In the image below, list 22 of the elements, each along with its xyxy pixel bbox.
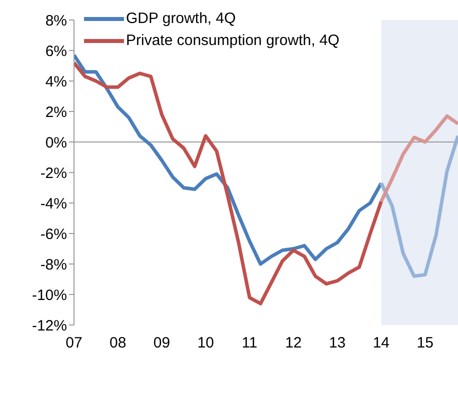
x-tick-label: 09	[153, 334, 170, 352]
y-tick-label: 6%	[45, 42, 67, 60]
y-tick-label: 2%	[45, 104, 67, 121]
x-tick-label: 12	[285, 334, 302, 352]
x-tick-label: 14	[372, 334, 390, 352]
y-tick-label: -12%	[32, 317, 67, 334]
y-tick-label: -4%	[40, 195, 67, 212]
legend-label: GDP growth, 4Q	[126, 9, 236, 29]
x-tick-label: 15	[416, 334, 434, 352]
x-tick-label: 07	[66, 334, 82, 352]
y-tick-label: 0%	[45, 134, 67, 152]
y-tick-label: 4%	[45, 73, 67, 90]
y-tick-label: -2%	[40, 164, 67, 182]
y-tick-label: -6%	[40, 226, 67, 243]
x-tick-label: 13	[328, 334, 346, 352]
y-tick-label: 8%	[45, 12, 67, 30]
y-tick-label: -10%	[32, 286, 67, 304]
y-tick-label: -8%	[40, 256, 67, 274]
x-tick-label: 08	[110, 334, 126, 352]
x-tick-label: 11	[242, 334, 258, 352]
legend-label: Private consumption growth, 4Q	[126, 31, 340, 51]
x-tick-label: 10	[197, 334, 214, 352]
